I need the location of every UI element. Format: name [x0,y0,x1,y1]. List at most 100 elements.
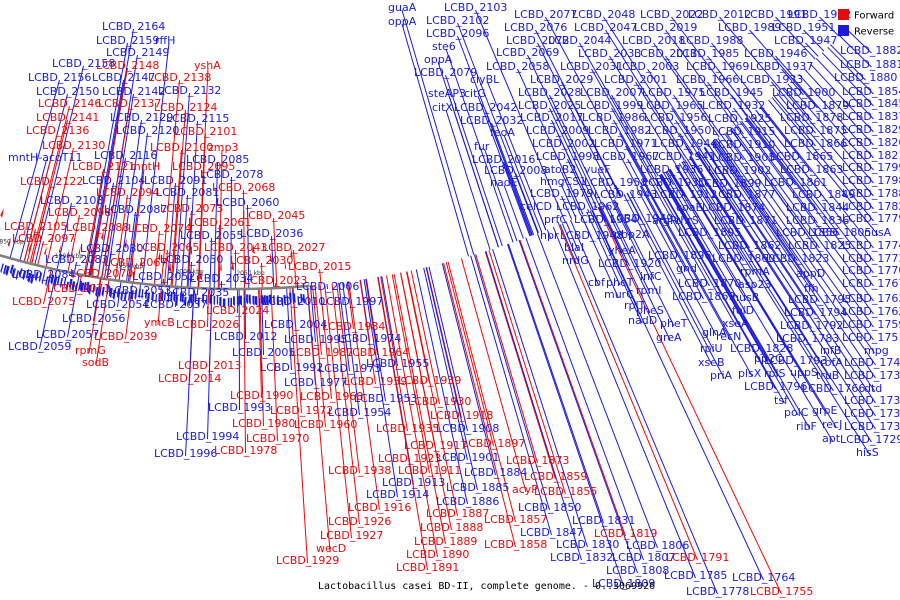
connector-line [475,9,566,223]
connector-line [546,229,551,239]
reverse-feature-arrow [50,274,55,285]
gene-label: LCBD_1863 [780,163,843,176]
connector-line [748,115,840,236]
connector-line [118,119,142,281]
forward-feature-arrow [243,250,245,261]
gene-label: LCBD_2124 [154,101,217,114]
reverse-feature-arrow [197,297,200,308]
connector-line [527,54,601,207]
connector-line [563,145,594,211]
gene-label: LCBD_1874 [702,201,765,214]
reverse-feature-arrow [78,280,82,291]
gene-label: LCBD_1766 [802,382,865,395]
reverse-feature-arrow [151,291,155,302]
gene-label: LCBD_1799 [842,161,900,174]
connector-line [537,208,547,231]
connector-line [611,107,653,180]
gene-label: LCBD_1920 [598,257,661,270]
gene-label: LCBD_1767 [842,277,900,290]
gene-label: LCBD_2156 [28,71,91,84]
gene-label: LCBD_2085 [186,153,249,166]
reverse-feature-arrow [269,294,272,305]
forward-feature-arrow [290,248,293,258]
gene-label: LCBD_2164 [102,20,165,33]
gene-label: pbp2A [614,228,650,241]
connector-line [552,226,696,579]
connector-line [587,208,590,213]
reverse-feature-arrow [260,295,264,306]
connector-line [475,254,538,464]
connector-line [561,223,718,595]
gene-label: LCBD_1974 [338,332,401,345]
connector-line [37,240,44,266]
connector-line [400,272,452,531]
connector-line [43,268,52,305]
gene-label: LCBD_1932 [702,99,765,112]
gene-label: LCBD_1782 [842,200,900,213]
gene-label: LCBD_1830 [556,538,619,551]
reverse-feature-arrow [209,294,212,305]
connector-line [689,156,872,443]
gene-label: LCBD_2042 [454,101,517,114]
reverse-feature-arrow [120,291,124,302]
gene-label: mntH [130,160,160,173]
gene-label: atoB2 [544,163,576,176]
connector-line [88,229,98,277]
connector-line [579,42,657,178]
gene-label: LCBD_2018 [622,34,685,47]
gene-label: LCBD_2095 [172,160,235,173]
gene-label: LCBD_1862 [718,239,781,252]
gene-label: LCBD_1794 [784,306,847,319]
gene-label: guaA [388,1,417,14]
gene-label: nusB [732,291,759,304]
gene-label: LCBD_1821 [842,149,900,162]
gene-label: LCBD_2087 [104,203,167,216]
gene-label: plsX [738,367,762,380]
gene-label: mpg [864,344,889,357]
gene-label: LCBD_2017 [520,111,583,124]
reverse-feature-arrow [233,296,235,307]
reverse-feature-arrow [175,296,178,307]
gene-label: LCBD_1860 [712,252,775,265]
forward-feature-arrow [199,270,203,281]
gene-label: feoA [490,126,515,139]
connector-line [393,274,446,545]
connector-line [9,79,60,259]
connector-line [535,29,622,197]
gene-label: LCBD_1751 [842,331,900,344]
reverse-feature-arrow [202,293,205,304]
gene-label: LCBD_1917 [404,439,467,452]
connector-line [218,149,223,289]
feature-arrows [0,207,306,309]
gene-label: LCBD_2061 [188,216,251,229]
gene-label: LCBD_1908 [436,422,499,435]
reverse-feature-arrow [26,269,30,280]
reverse-feature-arrow [22,270,27,281]
connector-line [603,204,671,341]
gene-label: LCBD_1937 [750,60,813,73]
gene-label: pheT [660,317,688,330]
connector-line [717,68,753,114]
connector-line [423,267,468,461]
gene-label: LCBD_1911 [398,464,461,477]
gene-label: LCBD_1978 [214,444,277,457]
gene-label: LCBD_1938 [328,464,391,477]
gene-label: LCBD_1900 [772,86,835,99]
connector-line [703,147,816,316]
scale-ticks: 2050 kbp 2000 kbp 1950 kbp 1900 kbp 1850 kbp… [0,239,265,277]
gene-label: priA [710,369,733,382]
gene-label: LCBD_1979 [530,187,593,200]
connector-line [636,187,717,336]
gene-label: LCBD_1869 [672,290,735,303]
connector-line [779,90,816,134]
gene-label: acyP [512,483,538,496]
gene-label: LCBD_1933 [740,73,803,86]
connector-line [207,288,213,440]
connector-line [663,172,747,314]
gene-label: LCBD_2100 [150,141,213,154]
connector-line [247,204,250,289]
connector-line [781,68,792,81]
gene-label: LCBD_1905 [712,151,775,164]
connector-line [270,288,278,442]
gene-label: LCBD_2060 [216,196,279,209]
